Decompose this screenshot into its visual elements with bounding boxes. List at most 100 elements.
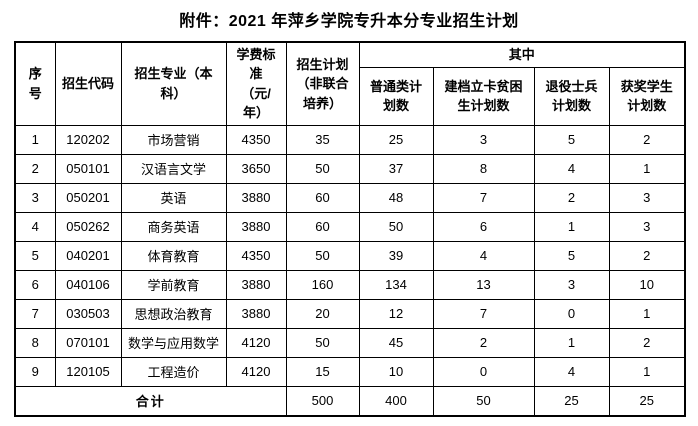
- cell-plan: 50: [285, 240, 360, 271]
- cell-code: 050262: [54, 211, 122, 242]
- cell-poverty: 13: [432, 269, 535, 300]
- cell-fee: 3880: [225, 211, 287, 242]
- cell-poverty: 6: [432, 211, 535, 242]
- cell-major: 汉语言文学: [120, 153, 227, 184]
- cell-fee: 3650: [225, 153, 287, 184]
- cell-fee: 3880: [225, 298, 287, 329]
- cell-major: 思想政治教育: [120, 298, 227, 329]
- cell-code: 120202: [54, 124, 122, 155]
- cell-major: 数学与应用数学: [120, 327, 227, 358]
- col-header-major: 招生专业（本科）: [120, 41, 227, 126]
- cell-veteran: 2: [533, 182, 610, 213]
- cell-major: 学前教育: [120, 269, 227, 300]
- table-row: 8 070101 数学与应用数学 4120 50 45 2 1 2: [14, 327, 686, 358]
- total-general: 400: [358, 385, 434, 417]
- total-label: 合计: [14, 385, 287, 417]
- table-row: 2 050101 汉语言文学 3650 50 37 8 4 1: [14, 153, 686, 184]
- cell-general: 134: [358, 269, 434, 300]
- total-row: 合计 500 400 50 25 25: [14, 385, 686, 417]
- cell-code: 070101: [54, 327, 122, 358]
- cell-no: 3: [14, 182, 56, 213]
- cell-award: 3: [608, 211, 686, 242]
- col-header-plan: 招生计划 （非联合 培养）: [285, 41, 360, 126]
- col-header-veteran: 退役士兵 计划数: [533, 66, 610, 126]
- page-title: 附件：2021 年萍乡学院专升本分专业招生计划: [179, 13, 519, 30]
- cell-fee: 4350: [225, 124, 287, 155]
- col-header-no: 序 号: [14, 41, 56, 126]
- table-row: 6 040106 学前教育 3880 160 134 13 3 10: [14, 269, 686, 300]
- cell-plan: 50: [285, 327, 360, 358]
- cell-award: 3: [608, 182, 686, 213]
- col-header-code: 招生代码: [54, 41, 122, 126]
- col-header-group: 其中: [358, 41, 686, 68]
- cell-award: 1: [608, 153, 686, 184]
- cell-code: 050201: [54, 182, 122, 213]
- table-row: 1 120202 市场营销 4350 35 25 3 5 2: [14, 124, 686, 155]
- table-row: 4 050262 商务英语 3880 60 50 6 1 3: [14, 211, 686, 242]
- cell-fee: 4120: [225, 356, 287, 387]
- total-poverty: 50: [432, 385, 535, 417]
- cell-veteran: 5: [533, 124, 610, 155]
- cell-veteran: 1: [533, 211, 610, 242]
- cell-poverty: 2: [432, 327, 535, 358]
- enrollment-plan-table: 序 号 招生代码 招生专业（本科） 学费标 准 （元/ 年） 招生计划 （非联合…: [14, 41, 687, 417]
- cell-fee: 4120: [225, 327, 287, 358]
- cell-fee: 3880: [225, 269, 287, 300]
- cell-veteran: 3: [533, 269, 610, 300]
- cell-plan: 15: [285, 356, 360, 387]
- cell-fee: 3880: [225, 182, 287, 213]
- cell-general: 48: [358, 182, 434, 213]
- header-row-group: 序 号 招生代码 招生专业（本科） 学费标 准 （元/ 年） 招生计划 （非联合…: [14, 41, 686, 126]
- col-header-fee: 学费标 准 （元/ 年）: [225, 41, 287, 126]
- cell-plan: 20: [285, 298, 360, 329]
- cell-no: 2: [14, 153, 56, 184]
- cell-general: 10: [358, 356, 434, 387]
- cell-poverty: 3: [432, 124, 535, 155]
- cell-major: 体育教育: [120, 240, 227, 271]
- cell-award: 1: [608, 298, 686, 329]
- cell-poverty: 0: [432, 356, 535, 387]
- cell-plan: 60: [285, 182, 360, 213]
- cell-no: 5: [14, 240, 56, 271]
- cell-veteran: 0: [533, 298, 610, 329]
- cell-poverty: 7: [432, 182, 535, 213]
- cell-code: 030503: [54, 298, 122, 329]
- cell-major: 商务英语: [120, 211, 227, 242]
- cell-no: 7: [14, 298, 56, 329]
- cell-no: 6: [14, 269, 56, 300]
- header-row-sub: 普通类计 划数 建档立卡贫困 生计划数 退役士兵 计划数 获奖学生 计划数: [15, 66, 686, 126]
- cell-fee: 4350: [225, 240, 287, 271]
- cell-general: 37: [358, 153, 434, 184]
- cell-veteran: 5: [533, 240, 610, 271]
- cell-major: 英语: [120, 182, 227, 213]
- cell-no: 1: [14, 124, 56, 155]
- total-veteran: 25: [533, 385, 610, 417]
- cell-major: 市场营销: [120, 124, 227, 155]
- cell-poverty: 4: [432, 240, 535, 271]
- cell-award: 1: [608, 356, 686, 387]
- cell-general: 39: [358, 240, 434, 271]
- col-header-general: 普通类计 划数: [358, 66, 434, 126]
- cell-code: 040106: [54, 269, 122, 300]
- cell-plan: 50: [285, 153, 360, 184]
- table-row: 3 050201 英语 3880 60 48 7 2 3: [14, 182, 686, 213]
- cell-no: 9: [14, 356, 56, 387]
- cell-veteran: 1: [533, 327, 610, 358]
- cell-award: 2: [608, 124, 686, 155]
- cell-award: 2: [608, 240, 686, 271]
- cell-no: 4: [14, 211, 56, 242]
- cell-general: 12: [358, 298, 434, 329]
- cell-general: 45: [358, 327, 434, 358]
- cell-general: 25: [358, 124, 434, 155]
- table-row: 7 030503 思想政治教育 3880 20 12 7 0 1: [14, 298, 686, 329]
- cell-plan: 160: [285, 269, 360, 300]
- cell-veteran: 4: [533, 356, 610, 387]
- cell-plan: 60: [285, 211, 360, 242]
- cell-plan: 35: [285, 124, 360, 155]
- cell-award: 2: [608, 327, 686, 358]
- cell-code: 120105: [54, 356, 122, 387]
- cell-major: 工程造价: [120, 356, 227, 387]
- total-award: 25: [608, 385, 686, 417]
- cell-poverty: 8: [432, 153, 535, 184]
